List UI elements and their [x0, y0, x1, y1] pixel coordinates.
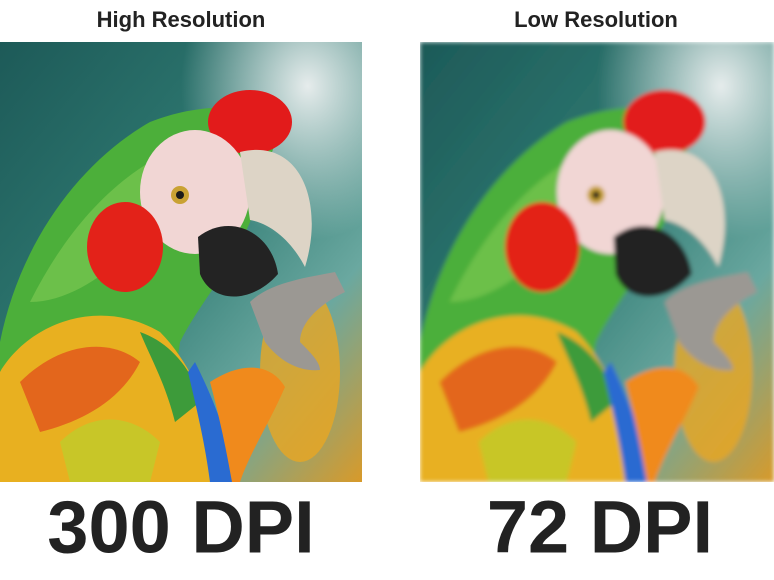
panel-title: High Resolution	[97, 7, 266, 32]
photo-high-res	[0, 42, 362, 482]
panel-title: Low Resolution	[514, 7, 678, 32]
dpi-label: 300 DPI	[47, 486, 314, 569]
dpi-label: 72 DPI	[487, 486, 713, 569]
photo-low-res	[420, 42, 774, 482]
